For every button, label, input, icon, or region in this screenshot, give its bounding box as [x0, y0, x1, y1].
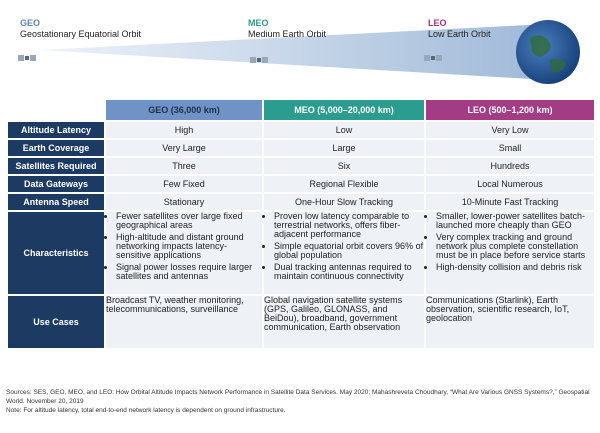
geo-abbr: GEO: [20, 18, 41, 28]
leo-name: Low Earth Orbit: [428, 29, 491, 39]
list-item: Smaller, lower-power satellites batch-la…: [436, 212, 594, 230]
cell-meo: Six: [264, 158, 424, 174]
cell-leo: Hundreds: [426, 158, 594, 174]
cell-geo: Three: [106, 158, 262, 174]
geo-name: Geostationary Equatorial Orbit: [20, 29, 142, 39]
cell-meo: Low: [264, 122, 424, 138]
header-row: GEO (36,000 km) MEO (5,000–20,000 km) LE…: [8, 100, 594, 120]
note-text: Note: For altitude latency, total end-to…: [6, 407, 286, 414]
list-item: Simple equatorial orbit covers 96% of gl…: [274, 242, 424, 260]
table-row: Satellites Required Three Six Hundreds: [8, 158, 594, 174]
row-label-satellites-required: Satellites Required: [8, 158, 104, 174]
list-item: Very complex tracking and ground network…: [436, 233, 594, 260]
meo-abbr: MEO: [248, 18, 269, 28]
leo-abbr: LEO: [428, 18, 447, 28]
row-label-data-gateways: Data Gateways: [8, 176, 104, 192]
coverage-beam: [40, 24, 548, 80]
characteristics-geo: Fewer satellites over large fixed geogra…: [106, 212, 262, 294]
cell-meo: Regional Flexible: [264, 176, 424, 192]
row-label-altitude-latency: Altitude Latency: [8, 122, 104, 138]
table-row: Antenna Speed Stationary One-Hour Slow T…: [8, 194, 594, 210]
orbit-graphic: [18, 20, 580, 84]
row-label-use-cases: Use Cases: [8, 296, 104, 348]
meo-orbit-label: MEO Medium Earth Orbit: [248, 18, 326, 40]
cell-leo: 10-Minute Fast Tracking: [426, 194, 594, 210]
use-cases-leo: Communications (Starlink), Earth observa…: [426, 296, 594, 348]
corner-cell: [8, 100, 104, 120]
list-item: Dual tracking antennas required to maint…: [274, 263, 424, 281]
table-row: Altitude Latency High Low Very Low: [8, 122, 594, 138]
row-label-antenna-speed: Antenna Speed: [8, 194, 104, 210]
column-header-geo: GEO (36,000 km): [106, 100, 262, 120]
table-row: Earth Coverage Very Large Large Small: [8, 140, 594, 156]
row-label-characteristics: Characteristics: [8, 212, 104, 294]
list-item: High-altitude and distant ground network…: [116, 233, 262, 260]
meo-name: Medium Earth Orbit: [248, 29, 327, 39]
orbit-illustration: GEO Geostationary Equatorial Orbit MEO M…: [0, 0, 600, 96]
use-cases-meo: Global navigation satellite systems (GPS…: [264, 296, 424, 348]
geo-orbit-label: GEO Geostationary Equatorial Orbit: [20, 18, 141, 40]
footer: Sources: SES, GEO, MEO, and LEO: How Orb…: [6, 388, 596, 415]
cell-meo: One-Hour Slow Tracking: [264, 194, 424, 210]
cell-leo: Local Numerous: [426, 176, 594, 192]
list-item: High-density collision and debris risk: [436, 263, 594, 272]
geo-satellite-icon: [18, 55, 36, 61]
column-header-meo: MEO (5,000–20,000 km): [264, 100, 424, 120]
orbit-comparison-table: GEO (36,000 km) MEO (5,000–20,000 km) LE…: [6, 98, 596, 350]
use-cases-geo: Broadcast TV, weather monitoring, teleco…: [106, 296, 262, 348]
meo-satellite-icon: [250, 57, 268, 63]
sources-text: Sources: SES, GEO, MEO, and LEO: How Orb…: [6, 389, 590, 405]
cell-geo: High: [106, 122, 262, 138]
earth-land: [530, 35, 566, 73]
list-item: Fewer satellites over large fixed geogra…: [116, 212, 262, 230]
list-item: Proven low latency comparable to terrest…: [274, 212, 424, 239]
row-label-earth-coverage: Earth Coverage: [8, 140, 104, 156]
cell-leo: Small: [426, 140, 594, 156]
characteristics-row: Characteristics Fewer satellites over la…: [8, 212, 594, 294]
cell-geo: Very Large: [106, 140, 262, 156]
cell-geo: Few Fixed: [106, 176, 262, 192]
column-header-leo: LEO (500–1,200 km): [426, 100, 594, 120]
use-cases-row: Use Cases Broadcast TV, weather monitori…: [8, 296, 594, 348]
leo-satellite-icon: [424, 55, 442, 61]
cell-geo: Stationary: [106, 194, 262, 210]
leo-orbit-label: LEO Low Earth Orbit: [428, 18, 491, 40]
characteristics-leo: Smaller, lower-power satellites batch-la…: [426, 212, 594, 294]
list-item: Signal power losses require larger satel…: [116, 263, 262, 281]
cell-meo: Large: [264, 140, 424, 156]
table-row: Data Gateways Few Fixed Regional Flexibl…: [8, 176, 594, 192]
characteristics-meo: Proven low latency comparable to terrest…: [264, 212, 424, 294]
cell-leo: Very Low: [426, 122, 594, 138]
